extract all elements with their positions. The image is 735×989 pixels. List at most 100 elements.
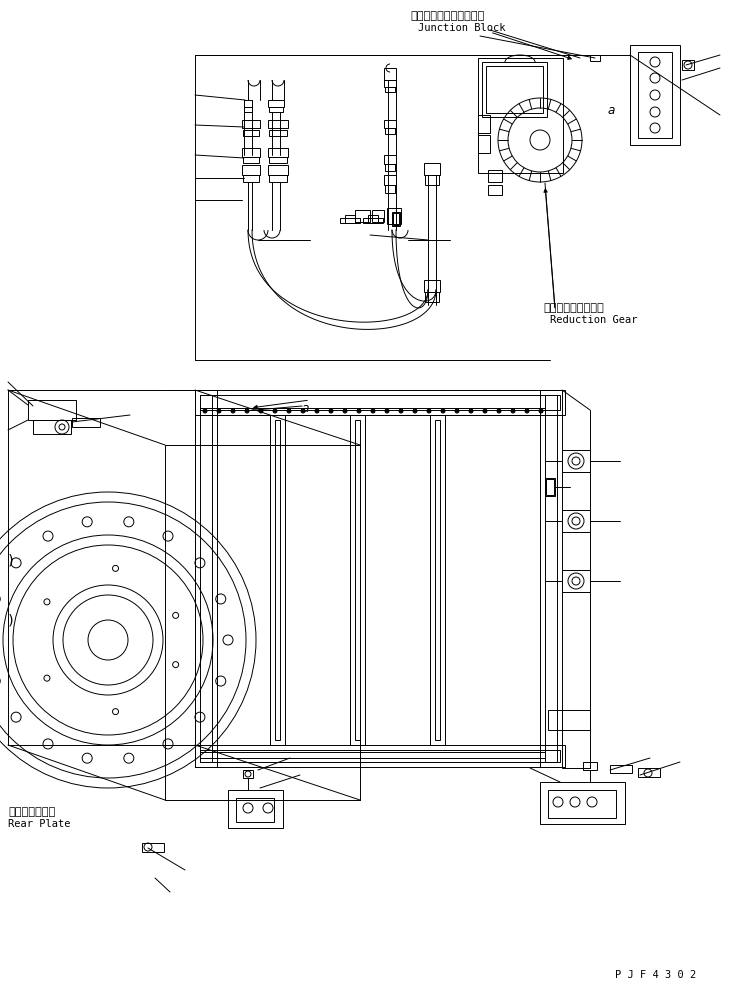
Bar — [355, 210, 370, 222]
Bar — [435, 420, 440, 740]
Bar — [275, 420, 280, 740]
Circle shape — [413, 409, 417, 413]
Circle shape — [329, 409, 333, 413]
Bar — [195, 745, 565, 767]
Bar — [142, 843, 164, 852]
Bar — [236, 798, 274, 822]
Bar — [488, 185, 502, 195]
Bar — [268, 165, 288, 175]
Circle shape — [427, 409, 431, 413]
Bar — [384, 80, 396, 87]
Text: Reduction Gear: Reduction Gear — [550, 315, 637, 325]
Bar — [243, 175, 259, 182]
Text: a: a — [608, 104, 615, 117]
Circle shape — [497, 409, 501, 413]
Bar — [269, 107, 283, 112]
Bar — [482, 62, 547, 117]
Text: a: a — [302, 402, 309, 414]
Bar — [368, 215, 378, 223]
Text: リダクションギヤー: リダクションギヤー — [543, 303, 603, 313]
Bar — [546, 479, 554, 495]
Circle shape — [441, 409, 445, 413]
Bar — [243, 770, 253, 778]
Text: P J F 4 3 0 2: P J F 4 3 0 2 — [615, 970, 696, 980]
Bar — [424, 280, 440, 292]
Bar — [393, 213, 399, 225]
Bar — [200, 395, 212, 762]
Circle shape — [469, 409, 473, 413]
Circle shape — [287, 409, 291, 413]
Bar — [387, 208, 401, 224]
Bar — [562, 710, 590, 730]
Bar — [28, 400, 76, 420]
Bar — [682, 60, 694, 70]
Bar — [384, 175, 396, 185]
Bar — [385, 128, 395, 134]
Text: ): ) — [7, 553, 15, 567]
Text: Rear Plate: Rear Plate — [8, 819, 71, 829]
Circle shape — [525, 409, 529, 413]
Circle shape — [399, 409, 403, 413]
Bar — [228, 790, 283, 828]
Bar — [385, 87, 395, 92]
Bar — [195, 390, 217, 767]
Bar — [242, 120, 260, 128]
Circle shape — [259, 409, 263, 413]
Bar — [244, 107, 252, 112]
Circle shape — [301, 409, 305, 413]
Circle shape — [539, 409, 543, 413]
Bar — [478, 115, 490, 133]
Circle shape — [273, 409, 277, 413]
Bar — [340, 218, 360, 223]
Circle shape — [511, 409, 515, 413]
Bar — [268, 120, 288, 128]
Bar — [590, 55, 600, 61]
Bar — [269, 130, 287, 136]
Bar — [562, 570, 590, 592]
Bar — [244, 100, 252, 107]
Bar — [350, 415, 365, 745]
Circle shape — [217, 409, 221, 413]
Bar — [478, 135, 490, 153]
Bar — [385, 185, 395, 193]
Bar — [200, 395, 560, 410]
Bar — [540, 782, 625, 824]
Bar — [562, 450, 590, 472]
Circle shape — [245, 409, 249, 413]
Bar — [372, 210, 384, 222]
Text: Junction Block: Junction Block — [418, 23, 506, 33]
Bar — [630, 45, 680, 145]
Bar — [385, 164, 395, 171]
Bar — [478, 58, 563, 173]
Bar — [548, 710, 562, 730]
Bar — [384, 155, 396, 164]
Bar — [545, 478, 555, 496]
Bar — [268, 148, 288, 157]
Bar — [424, 163, 440, 175]
Bar — [33, 420, 71, 434]
Bar — [638, 768, 660, 777]
Circle shape — [203, 409, 207, 413]
Bar — [540, 390, 562, 767]
Bar — [384, 68, 396, 80]
Bar — [488, 170, 502, 182]
Bar — [269, 157, 287, 163]
Text: ): ) — [7, 613, 15, 627]
Bar — [242, 148, 260, 157]
Bar — [392, 212, 400, 226]
Circle shape — [385, 409, 389, 413]
Bar — [384, 120, 396, 128]
Bar — [548, 790, 616, 818]
Bar — [268, 100, 284, 107]
Text: ジャンクションブロック: ジャンクションブロック — [410, 11, 484, 21]
Bar — [243, 157, 259, 163]
Bar — [486, 66, 543, 113]
Bar — [242, 165, 260, 175]
Bar — [243, 130, 259, 136]
Circle shape — [483, 409, 487, 413]
Bar — [200, 750, 560, 762]
Bar — [425, 175, 439, 185]
Circle shape — [455, 409, 459, 413]
Circle shape — [357, 409, 361, 413]
Text: リヤープレート: リヤープレート — [8, 807, 55, 817]
